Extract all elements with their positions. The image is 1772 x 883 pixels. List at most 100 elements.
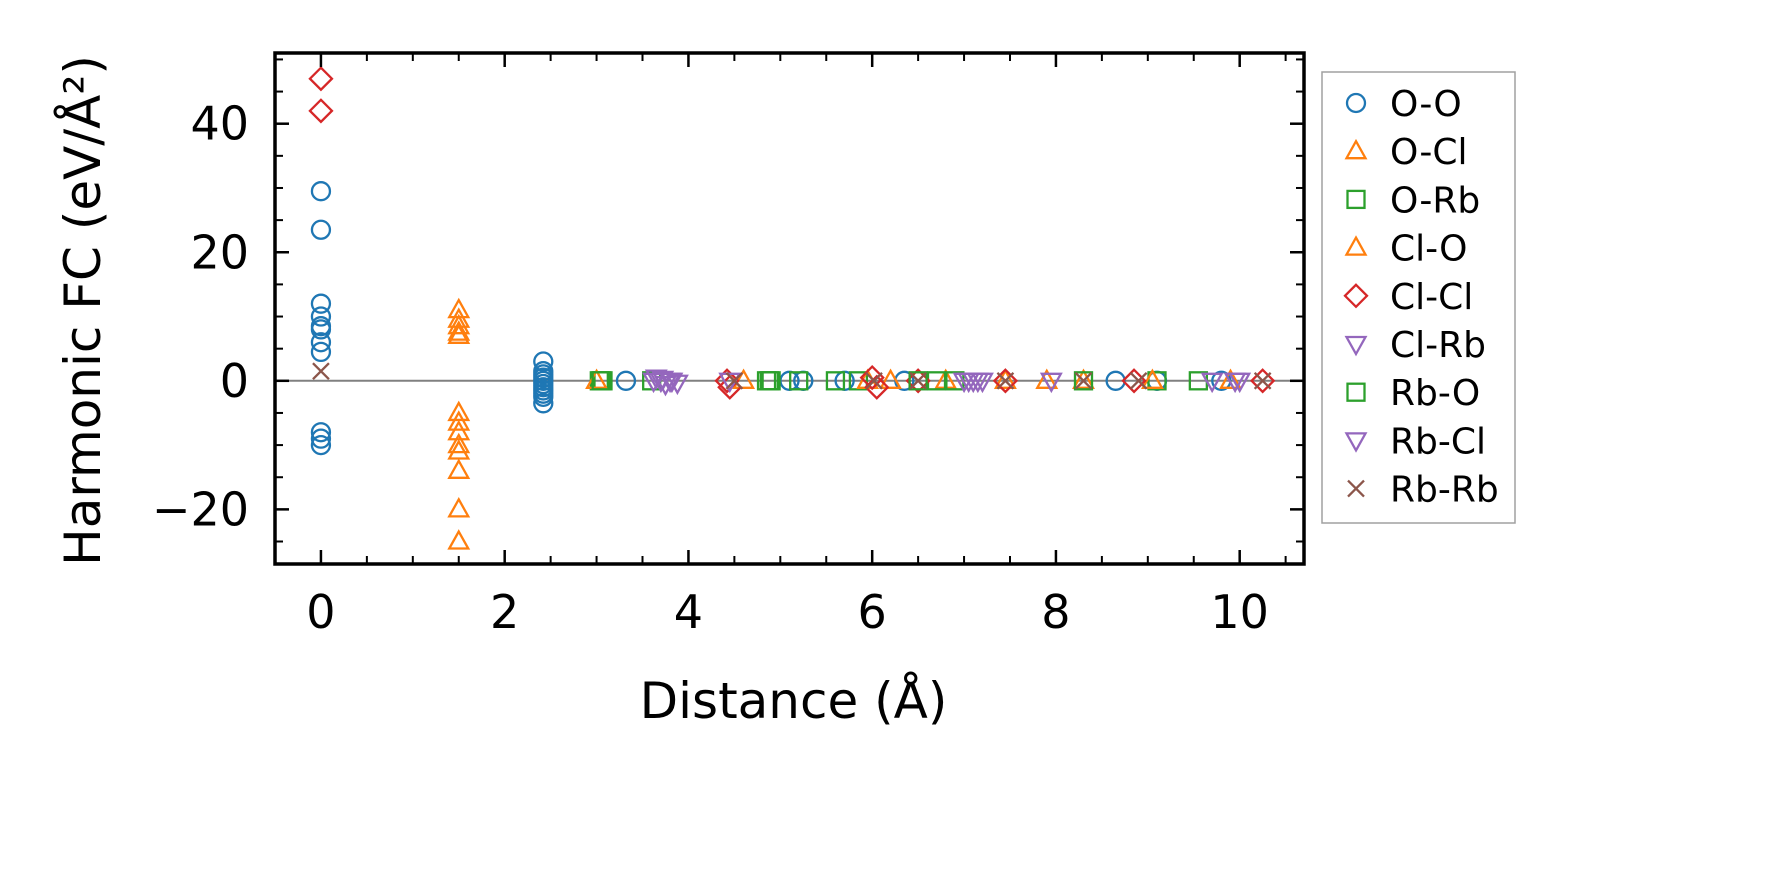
data-point [1074,371,1093,390]
data-point [848,371,869,391]
legend-marker [1344,235,1368,256]
data-point [1072,368,1095,389]
legend-entry: Cl-Rb [1344,325,1486,366]
data-point [308,66,334,92]
legend-marker [1343,283,1369,309]
x-tick-label: 0 [306,585,335,639]
x-tick-label: 10 [1210,585,1269,639]
data-point [1129,371,1148,390]
legend-entry: Cl-Cl [1343,277,1473,318]
legend-label: Cl-Cl [1390,277,1473,318]
y-tick-label: −20 [152,482,249,536]
data-point [1253,371,1272,390]
legend-entry: Rb-Cl [1344,421,1486,462]
data-point [310,306,332,327]
series-rb-cl [642,370,1247,394]
legend-marker [1346,382,1366,402]
data-point [725,371,744,390]
legend-marker [1345,92,1367,114]
data-point [908,371,928,391]
data-point [1140,368,1164,389]
data-point [447,313,471,335]
data-point [312,362,330,380]
data-point [665,374,689,396]
x-tick-label: 4 [674,585,703,639]
data-point [789,371,809,391]
data-point [1200,372,1224,394]
data-point [732,368,756,389]
legend-marker [1344,138,1368,160]
legend-entry: Cl-O [1344,229,1467,270]
data-point [759,371,779,391]
plot-area [275,66,1304,550]
legend-label: Cl-O [1390,229,1467,270]
data-point [864,374,890,400]
data-point [1250,368,1276,394]
legend: O-O O-Cl O-Rb Cl-O Cl-Cl Cl-Rb Rb-O Rb-Cl Rb-Rb [1321,71,1516,524]
data-point [1219,368,1242,389]
x-tick-label: 6 [858,585,887,639]
legend-label: Cl-Rb [1390,325,1486,366]
data-point [310,332,332,353]
data-point [879,368,903,389]
data-point [966,372,990,394]
data-point [447,529,471,550]
series-rb-o [591,371,1094,391]
series-cl-cl [308,66,1276,400]
data-point [591,371,611,391]
data-point [447,323,471,344]
data-point [1147,371,1167,391]
legend-label: Rb-Cl [1390,421,1486,462]
legend-marker [1347,479,1365,498]
x-tick-label: 2 [490,585,519,639]
axes: 0 2 4 6 8 10 −20 0 20 40 Distance (Å) Harmonic FC (… [54,51,1306,730]
legend-marker [1346,189,1366,210]
data-point [651,370,675,392]
data-point [1039,372,1063,394]
data-point [447,439,471,460]
x-tick-label: 8 [1041,585,1070,639]
data-point [310,319,332,340]
data-point [533,386,554,408]
plot-frame [273,51,1306,566]
data-point [996,371,1015,390]
legend-entry: Rb-Rb [1347,470,1499,511]
legend-entry: Rb-O [1346,373,1480,414]
y-tick-label: 40 [190,97,249,151]
data-point [1073,371,1094,391]
y-tick-label: 20 [190,225,249,279]
legend-entry: O-Cl [1344,132,1467,173]
data-point [310,428,332,449]
legend-label: O-Rb [1390,180,1480,221]
legend-marker [1344,432,1368,453]
data-point [992,368,1019,394]
legend-entry: O-O [1345,84,1462,125]
data-point [310,434,332,456]
data-point [447,458,471,479]
data-point [865,371,883,390]
data-point [308,98,334,124]
data-point [660,372,684,394]
y-tick-label: 0 [220,354,249,408]
data-point [310,219,332,240]
data-point [310,422,332,443]
data-point [1035,368,1059,389]
legend-label: O-O [1390,84,1462,125]
data-point [447,497,471,518]
legend-marker [1344,335,1368,357]
data-point [533,351,554,372]
data-point [447,320,471,341]
data-point [533,393,554,414]
data-point [825,371,846,391]
data-point [714,368,740,394]
data-point [993,368,1017,389]
x-axis-label: Distance (Å) [640,672,948,730]
legend-label: Rb-Rb [1390,470,1499,511]
data-point [615,370,637,391]
data-point [310,293,332,314]
data-point [447,432,471,454]
data-point [905,368,931,394]
y-axis-label: Harmonic FC (eV/Å²) [54,55,112,566]
legend-label: Rb-O [1390,373,1480,414]
